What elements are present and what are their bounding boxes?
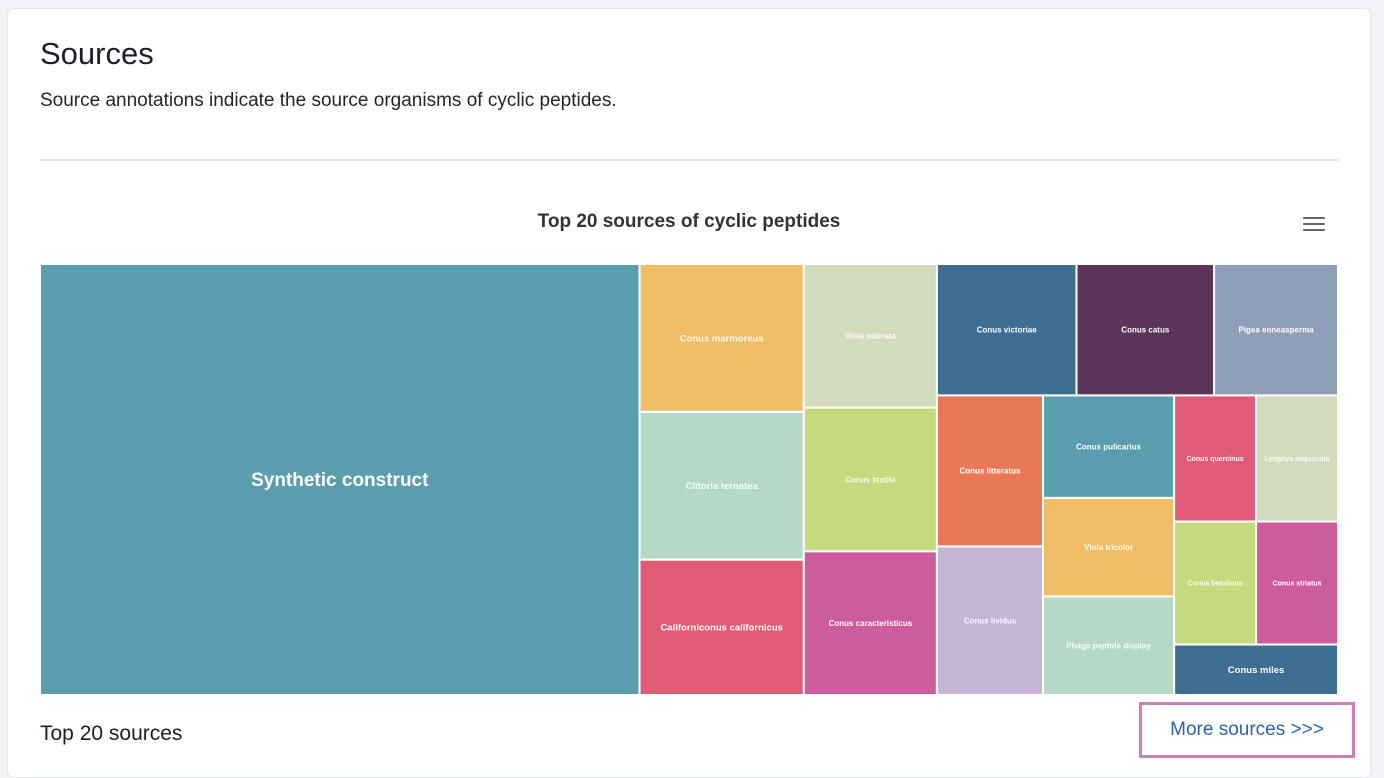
treemap-rect[interactable] (935, 264, 1078, 397)
treemap-label: Conus marmoreus (680, 333, 764, 344)
treemap-label: Synthetic construct (251, 470, 429, 491)
treemap-label: Pigea enneasperma (1238, 326, 1314, 335)
treemap-rect[interactable] (802, 264, 938, 409)
treemap-cell-conus-litteratus[interactable]: Conus litteratus (935, 394, 1045, 548)
treemap-chart: Synthetic construct Conus marmoreus Clitor… (40, 264, 1338, 695)
treemap-label: Conus quercinus (1186, 456, 1243, 463)
treemap-label: Viola odorata (845, 332, 896, 341)
treemap-cell-phage-peptide-display[interactable]: Phage peptide display (1042, 595, 1176, 695)
treemap-label: Lyngbya majuscula (1265, 456, 1330, 463)
treemap-rect[interactable] (1075, 264, 1216, 397)
treemap-cell-conus-caracteristicus[interactable]: Conus caracteristicus (802, 550, 938, 695)
treemap-rect[interactable] (40, 264, 641, 695)
treemap-rect[interactable] (638, 558, 805, 695)
more-sources-link[interactable]: More sources >>> (1139, 702, 1355, 758)
treemap-label: Conus victoriae (977, 326, 1038, 335)
treemap-cell-conus-pulicarius[interactable]: Conus pulicarius (1042, 394, 1176, 499)
treemap-cell-conus-miles[interactable]: Conus miles (1173, 643, 1338, 695)
treemap-rect[interactable] (802, 550, 938, 695)
treemap-cell-pigea-enneasperma[interactable]: Pigea enneasperma (1213, 264, 1338, 397)
treemap-rect[interactable] (935, 545, 1045, 695)
treemap-label: Conus litteratus (960, 467, 1021, 476)
treemap-cell-viola-tricolor[interactable]: Viola tricolor (1042, 496, 1176, 598)
treemap-label: Conus miles (1228, 665, 1285, 676)
treemap-label: Conus pulicarius (1076, 442, 1141, 451)
treemap-cell-clitoria-ternatea[interactable]: Clitoria ternatea (638, 410, 805, 561)
treemap-rect[interactable] (1042, 595, 1176, 695)
treemap-cell-conus-victoriae[interactable]: Conus victoriae (935, 264, 1078, 397)
treemap-cell-conus-lividus[interactable]: Conus lividus (935, 545, 1045, 695)
treemap-cell-conus-marmoreus[interactable]: Conus marmoreus (638, 264, 805, 413)
treemap-cell-conus-betulinus[interactable]: Conus betulinus (1173, 520, 1258, 646)
divider (40, 159, 1338, 161)
treemap-cell-conus-catus[interactable]: Conus catus (1075, 264, 1216, 397)
chart-title: Top 20 sources of cyclic peptides (537, 211, 841, 232)
treemap-cell-conus-textile[interactable]: Conus textile (802, 406, 938, 553)
section-heading: Top 20 sources (40, 722, 183, 745)
treemap-label: Clitoria ternatea (686, 481, 759, 492)
treemap-label: Conus lividus (964, 617, 1017, 626)
treemap-cell-conus-striatus[interactable]: Conus striatus (1255, 520, 1338, 646)
treemap-label: Viola tricolor (1084, 543, 1133, 552)
treemap-label: Conus catus (1121, 326, 1170, 335)
treemap-label: Conus betulinus (1188, 581, 1243, 588)
treemap-label: Californiconus californicus (660, 623, 782, 634)
treemap-cell-synthetic-construct[interactable]: Synthetic construct (40, 264, 641, 695)
treemap-label: Conus textile (845, 475, 896, 484)
treemap-rect[interactable] (1255, 394, 1338, 523)
treemap-rect[interactable] (1213, 264, 1338, 397)
treemap-rect[interactable] (638, 410, 805, 561)
treemap-label: Conus caracteristicus (829, 619, 913, 628)
treemap-rect[interactable] (1173, 643, 1338, 695)
treemap-cell-californiconus-californicus[interactable]: Californiconus californicus (638, 558, 805, 695)
treemap-cell-conus-quercinus[interactable]: Conus quercinus (1173, 394, 1258, 523)
hamburger-menu-icon[interactable] (1301, 214, 1327, 234)
treemap-cell-viola-odorata[interactable]: Viola odorata (802, 264, 938, 409)
treemap-rect[interactable] (1173, 520, 1258, 646)
page-description: Source annotations indicate the source o… (40, 90, 617, 111)
treemap-rect[interactable] (802, 406, 938, 553)
treemap-label: Phage peptide display (1066, 642, 1151, 651)
treemap-rect[interactable] (1173, 394, 1258, 523)
treemap-cell-lyngbya-majuscula[interactable]: Lyngbya majuscula (1255, 394, 1338, 523)
treemap-label: Conus striatus (1273, 581, 1322, 588)
treemap-rect[interactable] (1042, 394, 1176, 499)
treemap-rect[interactable] (1255, 520, 1338, 646)
page-title: Sources (40, 36, 154, 71)
